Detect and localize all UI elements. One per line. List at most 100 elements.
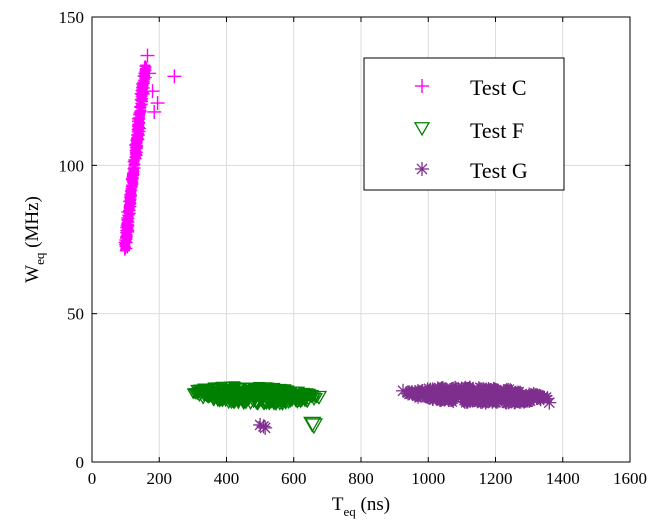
y-tick-label: 150 bbox=[59, 8, 85, 27]
y-tick-label: 0 bbox=[76, 453, 85, 472]
legend-entry-test-c: Test C bbox=[415, 75, 527, 100]
data-point bbox=[129, 146, 140, 157]
y-axis-title: Weq (MHz) bbox=[22, 196, 47, 283]
x-tick-label: 1200 bbox=[479, 469, 513, 488]
data-point bbox=[278, 397, 291, 409]
y-tick-label: 50 bbox=[67, 305, 84, 324]
data-point bbox=[216, 387, 229, 399]
data-point bbox=[167, 69, 182, 84]
data-point bbox=[416, 387, 427, 398]
data-point bbox=[147, 104, 162, 119]
data-point bbox=[243, 382, 256, 394]
series-test-c bbox=[118, 48, 182, 256]
data-point bbox=[204, 389, 217, 401]
data-point bbox=[126, 197, 137, 208]
data-point bbox=[439, 394, 450, 405]
data-point bbox=[434, 382, 445, 393]
legend-entry-test-f: Test F bbox=[413, 118, 524, 143]
data-point bbox=[510, 391, 521, 402]
data-point bbox=[304, 418, 324, 435]
data-point bbox=[423, 387, 434, 398]
data-point bbox=[133, 120, 144, 131]
data-point bbox=[299, 396, 312, 408]
data-point bbox=[260, 393, 273, 405]
x-axis-title: Teq (ns) bbox=[332, 494, 390, 519]
data-point bbox=[275, 392, 288, 404]
data-point bbox=[118, 235, 133, 250]
legend-label-test-c: Test C bbox=[470, 75, 527, 100]
data-point bbox=[520, 397, 531, 408]
x-tick-label: 1600 bbox=[613, 469, 647, 488]
data-point bbox=[435, 397, 446, 408]
data-point bbox=[514, 398, 525, 409]
data-point bbox=[297, 394, 310, 406]
data-point bbox=[132, 132, 143, 143]
data-point bbox=[128, 159, 139, 170]
data-point bbox=[150, 96, 165, 111]
data-point bbox=[250, 392, 263, 404]
x-tick-label: 200 bbox=[147, 469, 173, 488]
data-point bbox=[207, 384, 220, 395]
series-test-g bbox=[253, 380, 557, 435]
data-point bbox=[140, 60, 151, 71]
data-point bbox=[126, 170, 137, 181]
data-point bbox=[127, 181, 138, 192]
legend-marker-plus bbox=[415, 79, 429, 93]
data-point bbox=[276, 388, 289, 400]
data-point bbox=[197, 383, 210, 395]
data-point bbox=[127, 163, 138, 174]
data-point bbox=[223, 381, 237, 393]
legend-label-test-f: Test F bbox=[470, 118, 524, 143]
legend-marker-symbol bbox=[415, 79, 429, 93]
data-point bbox=[221, 391, 235, 403]
data-point bbox=[128, 179, 139, 190]
data-point bbox=[265, 383, 278, 395]
series-test-f bbox=[186, 381, 328, 435]
data-point bbox=[292, 390, 309, 406]
data-point bbox=[495, 385, 506, 396]
x-tick-label: 1400 bbox=[546, 469, 580, 488]
data-point bbox=[137, 90, 148, 101]
data-point bbox=[464, 380, 475, 391]
data-point bbox=[125, 208, 136, 219]
data-point bbox=[259, 397, 272, 408]
data-point bbox=[125, 197, 136, 208]
data-point bbox=[303, 416, 322, 433]
data-point bbox=[268, 385, 281, 397]
legend: Test C Test F Test G bbox=[363, 57, 565, 191]
data-point bbox=[237, 396, 250, 408]
data-point bbox=[215, 384, 228, 396]
data-point bbox=[542, 395, 557, 410]
data-point bbox=[244, 399, 257, 411]
data-point bbox=[207, 387, 220, 399]
data-point bbox=[410, 392, 421, 403]
data-series bbox=[118, 48, 557, 435]
x-tick-label: 1000 bbox=[411, 469, 445, 488]
data-point bbox=[446, 389, 457, 400]
data-point bbox=[252, 381, 266, 393]
data-point bbox=[142, 66, 157, 81]
data-point bbox=[227, 394, 240, 406]
data-point bbox=[231, 390, 244, 402]
y-tick-label: 100 bbox=[59, 156, 85, 175]
data-point bbox=[140, 48, 155, 63]
x-tick-label: 400 bbox=[214, 469, 240, 488]
data-point bbox=[499, 391, 510, 402]
data-point bbox=[463, 389, 474, 400]
data-point bbox=[270, 398, 283, 410]
data-point bbox=[289, 395, 302, 406]
x-tick-label: 600 bbox=[281, 469, 307, 488]
legend-box bbox=[363, 57, 565, 191]
data-point bbox=[299, 393, 316, 409]
data-point bbox=[135, 114, 146, 125]
x-tick-label: 800 bbox=[348, 469, 374, 488]
legend-marker-triangle bbox=[413, 122, 431, 137]
data-point bbox=[258, 420, 273, 435]
data-point bbox=[518, 390, 529, 401]
data-point bbox=[531, 392, 542, 403]
data-point bbox=[526, 388, 537, 399]
legend-label-test-g: Test G bbox=[470, 158, 528, 183]
x-tick-label: 0 bbox=[88, 469, 97, 488]
